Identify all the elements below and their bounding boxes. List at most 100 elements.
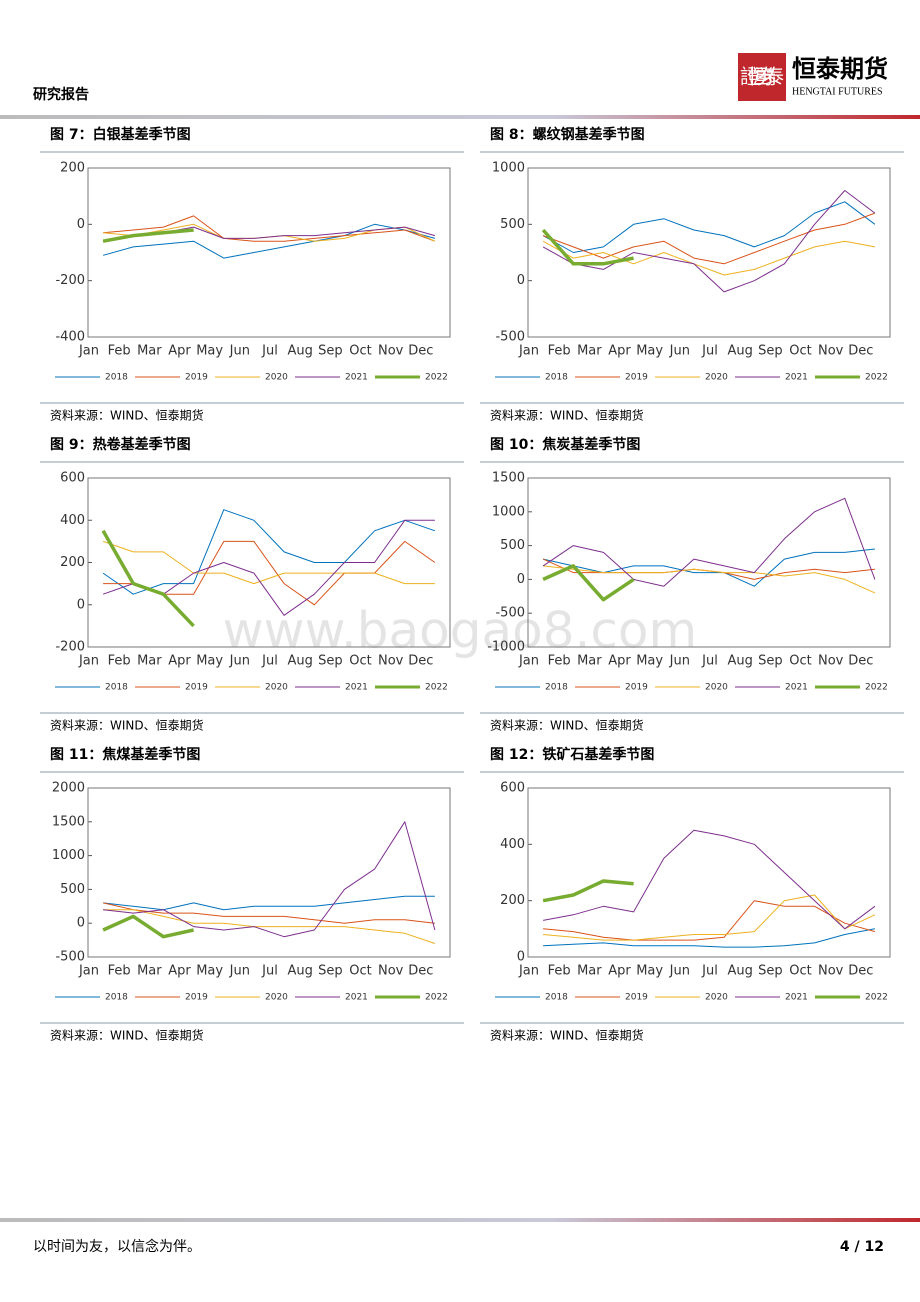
series-line <box>102 228 194 243</box>
footer-motto: 以时间为友，以信念为伴。 <box>33 1238 201 1255</box>
x-tick-label: Aug <box>287 654 312 669</box>
legend-label: 2019 <box>185 683 208 693</box>
legend-label: 2020 <box>705 993 728 1003</box>
x-tick-label: Oct <box>789 344 811 359</box>
plot-frame <box>527 787 891 958</box>
series-line <box>542 240 875 276</box>
y-tick-label: 500 <box>500 538 525 553</box>
legend-label: 2020 <box>265 683 288 693</box>
legend-label: 2021 <box>785 373 808 383</box>
x-tick-label: Jul <box>261 964 278 979</box>
legend-label: 2019 <box>625 373 648 383</box>
series-line <box>543 829 876 930</box>
x-tick-label: Aug <box>727 654 752 669</box>
x-tick-label: Mar <box>137 344 162 359</box>
y-tick-label: -500 <box>495 330 525 345</box>
y-tick-label: -200 <box>55 640 85 655</box>
x-tick-label: Apr <box>608 964 631 979</box>
series-line <box>543 894 876 941</box>
legend-label: 2020 <box>705 683 728 693</box>
x-tick-label: Jul <box>261 344 278 359</box>
legend-label: 2018 <box>545 683 568 693</box>
x-tick-label: Oct <box>789 654 811 669</box>
x-tick-label: Jun <box>669 964 690 979</box>
y-tick-label: 0 <box>77 217 85 232</box>
y-tick-label: 500 <box>500 217 525 232</box>
logo-seal-box <box>738 53 786 101</box>
legend-label: 2021 <box>345 373 368 383</box>
x-tick-label: Dec <box>848 344 873 359</box>
legend-label: 2022 <box>865 993 888 1003</box>
legend-label: 2022 <box>425 373 448 383</box>
x-tick-label: May <box>636 654 663 669</box>
legend-label: 2019 <box>625 683 648 693</box>
figure-caption: 图 7：白银基差季节图 <box>50 126 191 143</box>
x-tick-label: Mar <box>137 654 162 669</box>
plot-frame <box>87 477 451 648</box>
y-tick-label: 1500 <box>492 471 525 486</box>
x-tick-label: Jun <box>229 654 250 669</box>
logo-en: HENGTAI FUTURES <box>792 86 883 97</box>
y-tick-label: 0 <box>517 950 525 965</box>
header-rule <box>0 115 920 119</box>
series-line <box>102 914 194 939</box>
x-tick-label: Jul <box>701 654 718 669</box>
x-tick-label: Jan <box>78 964 99 979</box>
figure-caption: 图 10：焦炭基差季节图 <box>490 436 640 453</box>
x-tick-label: Aug <box>287 964 312 979</box>
legend-label: 2018 <box>105 373 128 383</box>
x-tick-label: Sep <box>318 344 343 359</box>
x-tick-label: Mar <box>577 964 602 979</box>
x-tick-label: May <box>196 654 223 669</box>
series-line <box>543 900 876 941</box>
x-tick-label: Oct <box>349 344 371 359</box>
legend-label: 2018 <box>545 993 568 1003</box>
legend-label: 2020 <box>705 373 728 383</box>
x-tick-label: Aug <box>727 964 752 979</box>
x-tick-label: Jul <box>261 654 278 669</box>
x-tick-label: Apr <box>168 964 191 979</box>
series-line <box>103 821 436 938</box>
legend-label: 2020 <box>265 373 288 383</box>
legend-label: 2020 <box>265 993 288 1003</box>
x-tick-label: Oct <box>789 964 811 979</box>
legend-label: 2021 <box>785 683 808 693</box>
legend-label: 2019 <box>185 993 208 1003</box>
series-line <box>542 564 635 602</box>
x-tick-label: Mar <box>577 344 602 359</box>
x-tick-label: Dec <box>848 654 873 669</box>
x-tick-label: May <box>196 964 223 979</box>
figure-source: 资料来源：WIND、恒泰期货 <box>490 718 644 733</box>
x-tick-label: Dec <box>408 964 433 979</box>
x-tick-label: Aug <box>727 344 752 359</box>
header-title: 研究报告 <box>33 86 89 103</box>
figure-caption: 图 9：热卷基差季节图 <box>50 436 191 453</box>
series-line <box>103 895 435 911</box>
y-tick-label: 600 <box>500 781 525 796</box>
y-tick-label: 0 <box>77 597 85 612</box>
legend-label: 2022 <box>865 683 888 693</box>
x-tick-label: Dec <box>408 654 433 669</box>
y-tick-label: 200 <box>500 893 525 908</box>
x-tick-label: Jan <box>78 654 99 669</box>
y-tick-label: -400 <box>55 330 85 345</box>
x-tick-label: Nov <box>378 964 404 979</box>
x-tick-label: Jun <box>229 964 250 979</box>
y-tick-label: 200 <box>60 555 85 570</box>
series-line <box>542 548 875 587</box>
y-tick-label: 0 <box>77 916 85 931</box>
plot-frame <box>87 167 451 338</box>
series-line <box>103 909 436 944</box>
y-tick-label: 1500 <box>52 814 85 829</box>
legend-label: 2021 <box>345 993 368 1003</box>
figure-source: 资料来源：WIND、恒泰期货 <box>50 408 204 423</box>
x-tick-label: Nov <box>378 654 404 669</box>
series-line <box>102 509 436 595</box>
x-tick-label: Mar <box>577 654 602 669</box>
x-tick-label: Sep <box>318 654 343 669</box>
x-tick-label: May <box>196 344 223 359</box>
x-tick-label: Nov <box>378 344 404 359</box>
series-line <box>102 223 436 259</box>
x-tick-label: Mar <box>137 964 162 979</box>
x-tick-label: Nov <box>818 654 844 669</box>
